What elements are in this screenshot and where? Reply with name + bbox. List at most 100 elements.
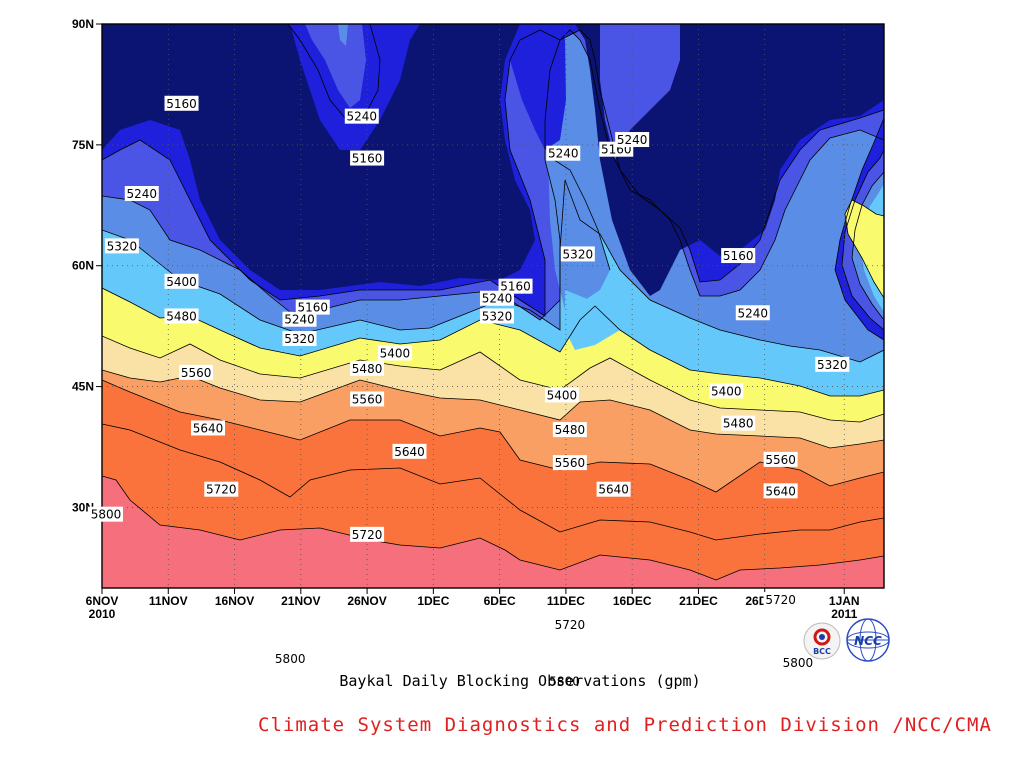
- contour-value-text: 5720: [555, 618, 586, 632]
- contour-value-label: 5240: [546, 145, 581, 161]
- contour-value-label: 5720: [204, 481, 239, 497]
- contour-value-text: 5640: [598, 483, 629, 497]
- contour-value-label: 5320: [560, 246, 595, 261]
- contour-value-text: 5480: [352, 362, 383, 376]
- contour-value-label: 5160: [498, 278, 533, 294]
- contour-value-text: 5320: [482, 309, 513, 323]
- bcc-logo: BCC: [803, 622, 841, 660]
- contour-value-label: 5640: [191, 420, 226, 436]
- contour-value-text: 5800: [549, 674, 580, 688]
- contour-value-text: 5320: [563, 247, 594, 261]
- contour-value-label: 5240: [282, 311, 317, 327]
- contour-value-text: 5160: [297, 301, 328, 315]
- contour-value-text: 5800: [91, 508, 122, 522]
- x-tick-year-label: 2011: [831, 607, 857, 621]
- x-tick-label: 6DEC: [484, 594, 516, 608]
- x-tick-label: 16NOV: [215, 594, 254, 608]
- contour-value-text: 5320: [817, 358, 848, 372]
- x-tick-label: 1DEC: [417, 594, 449, 608]
- contour-value-label: 5800: [547, 673, 582, 689]
- contour-value-text: 5800: [783, 656, 814, 670]
- band-5400-5480-dec-tongue: [565, 290, 620, 350]
- x-tick-label: 1JAN: [829, 594, 860, 608]
- band-5240-5320-dec-tongue: [600, 24, 680, 160]
- x-tick-label: 21DEC: [679, 594, 718, 608]
- contour-value-text: 5480: [555, 423, 586, 437]
- contour-value-label: 5640: [392, 443, 427, 459]
- contour-value-label: 5720: [763, 592, 798, 608]
- contour-value-label: 5720: [552, 617, 587, 633]
- band-5320-5400-dec-tongue: [548, 156, 610, 310]
- contour-value-text: 5240: [284, 313, 315, 327]
- contour-value-text: 5160: [500, 280, 531, 294]
- contour-value-label: 5320: [479, 308, 514, 324]
- band-5320-5400-top-tongue: [338, 24, 348, 46]
- contour-value-label: 5800: [273, 650, 308, 666]
- contour-value-label: 5240: [479, 290, 514, 306]
- x-tick-label: 11NOV: [149, 594, 188, 608]
- band-below-5160-b: [102, 24, 535, 290]
- contour-value-text: 5320: [107, 239, 138, 253]
- contour-value-text: 5400: [380, 347, 411, 361]
- contour-value-label: 5320: [815, 356, 850, 372]
- y-tick-label: 30N: [72, 500, 94, 514]
- chart-title: Baykal Daily Blocking Observations (gpm): [339, 672, 701, 690]
- contour-value-text: 5160: [352, 152, 383, 166]
- contour-value-label: 5160: [164, 95, 199, 111]
- contour-value-label: 5400: [544, 387, 579, 403]
- contour-value-label: 5480: [721, 415, 756, 431]
- contour-value-label: 5720: [350, 526, 385, 542]
- x-tick-label: 21NOV: [281, 594, 320, 608]
- contour-value-text: 5240: [548, 147, 579, 161]
- plot-frame: [101, 23, 885, 589]
- y-tick-label: 75N: [72, 138, 94, 152]
- contour-value-text: 5400: [166, 275, 197, 289]
- contour-value-label: 5160: [350, 150, 385, 166]
- y-tick-label: 90N: [72, 17, 94, 31]
- contour-value-label: 5400: [709, 383, 744, 399]
- chart-credit: Climate System Diagnostics and Predictio…: [258, 714, 992, 736]
- contour-value-text: 5240: [126, 187, 157, 201]
- contour-value-text: 5320: [284, 332, 315, 346]
- contour-value-text: 5400: [547, 388, 578, 402]
- contour-value-label: 5160: [721, 248, 756, 264]
- contour-value-label: 5240: [124, 186, 159, 202]
- contour-value-text: 5560: [352, 392, 383, 406]
- bcc-logo-text: BCC: [813, 647, 831, 656]
- contour-value-text: 5400: [711, 384, 742, 398]
- contour-value-label: 5480: [350, 360, 385, 376]
- contour-value-text: 5560: [765, 453, 796, 467]
- contour-value-text: 5800: [275, 652, 306, 666]
- contour-value-text: 5560: [555, 456, 586, 470]
- contour-value-text: 5640: [394, 445, 425, 459]
- contour-value-label: 5240: [344, 108, 379, 124]
- contour-value-text: 5240: [482, 292, 513, 306]
- contour-value-text: 5240: [347, 110, 378, 124]
- contour-value-label: 5400: [377, 345, 412, 361]
- band-5480-5560-jan: [845, 200, 884, 298]
- contour-value-text: 5560: [181, 366, 212, 380]
- contour-value-label: 5640: [763, 483, 798, 499]
- contour-value-label: 5560: [179, 364, 214, 380]
- contour-value-text: 5240: [738, 306, 769, 320]
- contour-value-label: 5560: [552, 455, 587, 471]
- contour-value-label: 5480: [552, 422, 587, 438]
- y-axis-labels: 30N 45N 60N 75N 90N: [72, 17, 94, 514]
- contour-value-text: 5720: [765, 593, 796, 607]
- contour-value-text: 5240: [617, 133, 648, 147]
- x-tick-label: 16DEC: [613, 594, 652, 608]
- contour-value-label: 5160: [295, 299, 330, 315]
- contour-value-label: 5320: [282, 331, 317, 347]
- contour-value-label: 5800: [780, 654, 815, 670]
- contour-value-label: 5560: [763, 451, 798, 467]
- contour-lines: [102, 24, 884, 581]
- x-tick-label: 11DEC: [547, 594, 585, 608]
- contour-value-label: 5320: [104, 238, 139, 254]
- y-tick-label: 45N: [72, 380, 94, 394]
- ncc-logo: NCC: [846, 618, 890, 662]
- contour-value-text: 5480: [166, 309, 197, 323]
- contour-value-text: 5160: [723, 249, 754, 263]
- contour-value-label: 5240: [615, 132, 650, 148]
